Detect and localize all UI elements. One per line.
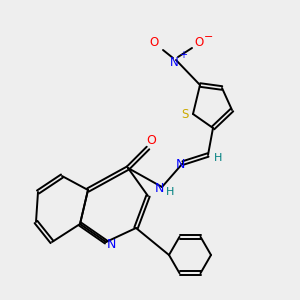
Text: N: N: [106, 238, 116, 251]
Text: O: O: [146, 134, 156, 148]
Text: S: S: [181, 109, 189, 122]
Text: O: O: [149, 37, 159, 50]
Text: −: −: [204, 32, 214, 42]
Text: H: H: [166, 187, 174, 197]
Text: H: H: [214, 153, 222, 163]
Text: +: +: [179, 50, 187, 60]
Text: N: N: [169, 56, 178, 68]
Text: O: O: [194, 35, 204, 49]
Text: N: N: [175, 158, 185, 172]
Text: N: N: [154, 182, 164, 196]
